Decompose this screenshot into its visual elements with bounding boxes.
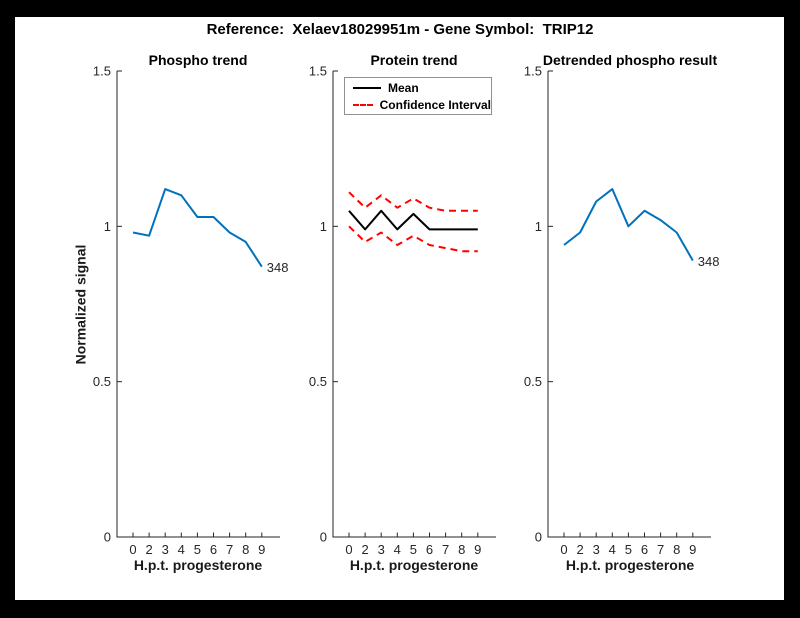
svg-text:0: 0	[560, 542, 567, 557]
svg-text:2: 2	[145, 542, 152, 557]
y-axis-label: Normalized signal	[72, 244, 89, 365]
svg-text:0: 0	[129, 542, 136, 557]
svg-text:4: 4	[178, 542, 185, 557]
svg-text:6: 6	[210, 542, 217, 557]
svg-text:8: 8	[458, 542, 465, 557]
svg-text:5: 5	[625, 542, 632, 557]
subplot1-x-axis-label: H.p.t. progesterone	[133, 557, 263, 573]
svg-text:1.5: 1.5	[524, 64, 542, 79]
svg-text:7: 7	[442, 542, 449, 557]
subplot3-x-axis-label: H.p.t. progesterone	[565, 557, 695, 573]
svg-text:0.5: 0.5	[93, 374, 111, 389]
subplot3-title: Detrended phospho result	[542, 52, 718, 68]
svg-text:4: 4	[609, 542, 616, 557]
svg-text:3: 3	[162, 542, 169, 557]
svg-text:7: 7	[657, 542, 664, 557]
svg-text:0: 0	[104, 530, 111, 545]
svg-text:6: 6	[641, 542, 648, 557]
svg-text:6: 6	[426, 542, 433, 557]
svg-text:9: 9	[258, 542, 265, 557]
subplot1-end-annotation: 348	[266, 259, 289, 275]
subplot3-end-annotation: 348	[697, 253, 720, 269]
svg-text:3: 3	[378, 542, 385, 557]
svg-text:9: 9	[689, 542, 696, 557]
svg-text:0.5: 0.5	[524, 374, 542, 389]
svg-text:2: 2	[361, 542, 368, 557]
legend-entry-confidence-interval: Confidence Interval	[353, 98, 491, 112]
svg-text:0: 0	[320, 530, 327, 545]
mean-line-sample-icon	[353, 86, 381, 89]
svg-text:7: 7	[226, 542, 233, 557]
svg-text:0: 0	[345, 542, 352, 557]
svg-text:0.5: 0.5	[309, 374, 327, 389]
svg-text:1.5: 1.5	[309, 64, 327, 79]
svg-text:4: 4	[394, 542, 401, 557]
svg-text:5: 5	[410, 542, 417, 557]
svg-text:8: 8	[242, 542, 249, 557]
svg-text:0: 0	[535, 530, 542, 545]
legend-entry-mean: Mean	[353, 81, 491, 95]
svg-text:9: 9	[474, 542, 481, 557]
svg-text:1: 1	[535, 219, 542, 234]
confidence-interval-line-sample-icon	[353, 103, 373, 106]
svg-text:2: 2	[576, 542, 583, 557]
legend-box: Mean Confidence Interval	[344, 77, 492, 115]
figure-title: Reference: Xelaev18029951m - Gene Symbol…	[206, 21, 594, 38]
legend-confidence-interval-label: Confidence Interval	[379, 97, 491, 112]
svg-text:1: 1	[104, 219, 111, 234]
subplot2-x-axis-label: H.p.t. progesterone	[349, 557, 479, 573]
subplot2-title: Protein trend	[370, 52, 458, 68]
subplot1-title: Phospho trend	[148, 52, 248, 68]
svg-text:5: 5	[194, 542, 201, 557]
svg-text:1: 1	[320, 219, 327, 234]
svg-text:3: 3	[593, 542, 600, 557]
legend-mean-label: Mean	[388, 80, 419, 95]
svg-text:1.5: 1.5	[93, 64, 111, 79]
svg-text:8: 8	[673, 542, 680, 557]
